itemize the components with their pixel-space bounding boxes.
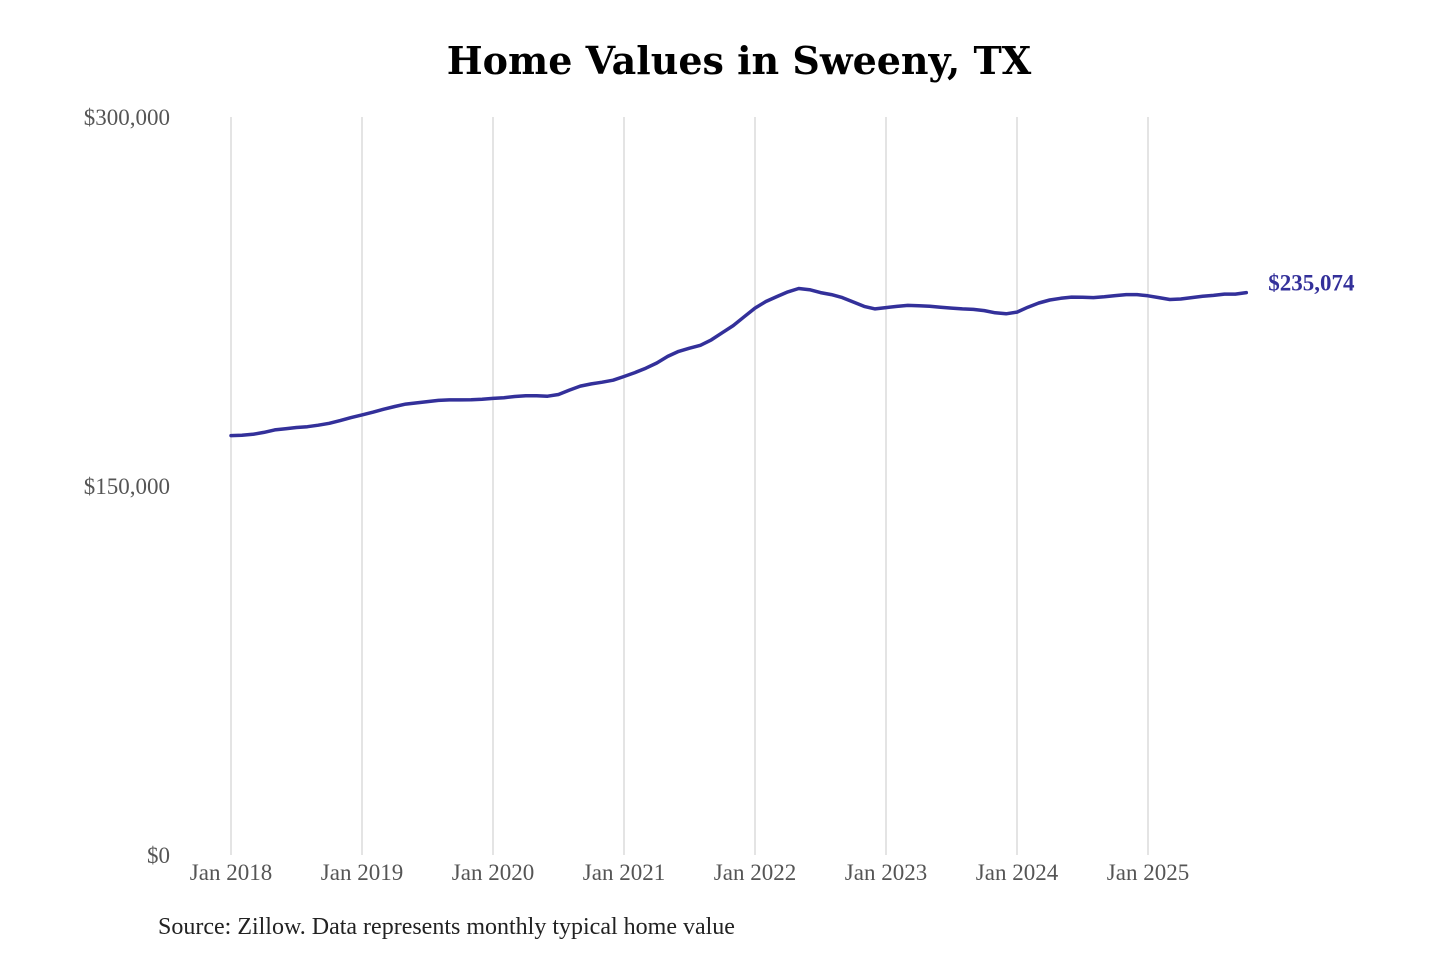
x-tick-label: Jan 2021 [583,860,665,885]
y-tick-label: $150,000 [84,474,170,499]
x-tick-label: Jan 2020 [452,860,534,885]
x-tick-label: Jan 2019 [321,860,403,885]
x-tick-label: Jan 2018 [190,860,272,885]
label-layer: $235,074 [1268,271,1355,296]
x-tick-label: Jan 2023 [845,860,927,885]
y-tick-label: $0 [147,843,170,868]
y-tick-label: $300,000 [84,105,170,130]
grid-layer [230,117,1149,855]
x-tick-label: Jan 2024 [976,860,1059,885]
series-layer [229,286,1249,438]
axis-layer: Jan 2018 Jan 2019 Jan 2020 Jan 2021 Jan 2022… [84,105,1189,885]
chart-title: Home Values in Sweeny, TX [446,38,1032,83]
series-line [229,286,1249,438]
x-tick-label: Jan 2025 [1107,860,1189,885]
x-tick-label: Jan 2022 [714,860,796,885]
source-note: Source: Zillow. Data represents monthly … [158,914,735,940]
last-value-label: $235,074 [1268,271,1355,296]
